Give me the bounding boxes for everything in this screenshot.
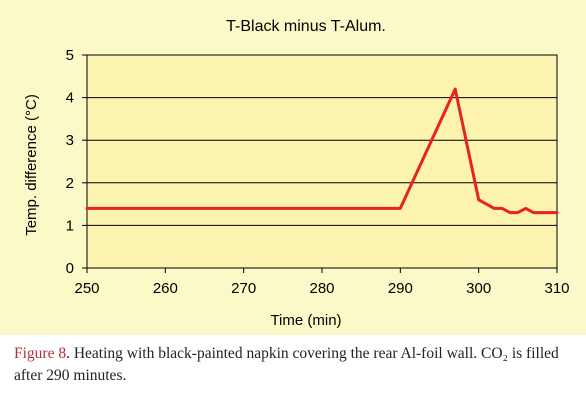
x-tick-label: 290 xyxy=(388,280,413,297)
x-tick-label: 300 xyxy=(466,280,491,297)
y-tick-label: 2 xyxy=(66,175,74,192)
y-tick-label: 0 xyxy=(66,260,74,277)
chart-title: T-Black minus T-Alum. xyxy=(226,18,386,35)
plot-area xyxy=(86,54,558,269)
series-group xyxy=(85,87,559,215)
x-tick-label: 310 xyxy=(544,280,569,297)
y-tick-label: 1 xyxy=(66,217,74,234)
x-tick-label: 250 xyxy=(74,280,99,297)
caption-text: . Heating with black-painted napkin cove… xyxy=(14,345,559,384)
caption-label: Figure 8 xyxy=(14,345,67,362)
y-tick-label: 4 xyxy=(66,90,74,107)
chart-panel: T-Black minus T-Alum. 0 1 2 3 4 5 250 260 270 280… xyxy=(0,0,586,335)
x-axis-label: Time (min) xyxy=(270,312,341,329)
figure-caption: Figure 8. Heating with black-painted nap… xyxy=(14,343,574,387)
x-tick-label: 260 xyxy=(153,280,178,297)
gridlines xyxy=(87,97,557,226)
x-tick-label: 270 xyxy=(231,280,256,297)
y-tick-label: 3 xyxy=(66,132,74,149)
line-chart: T-Black minus T-Alum. 0 1 2 3 4 5 250 260 270 280… xyxy=(23,18,570,329)
y-tick-label: 5 xyxy=(66,47,74,64)
series-line xyxy=(85,87,559,215)
axes: 0 1 2 3 4 5 250 260 270 280 290 300 310 xyxy=(66,47,570,297)
y-axis-label: Temp. difference (°C) xyxy=(23,94,40,236)
x-tick-label: 280 xyxy=(309,280,334,297)
